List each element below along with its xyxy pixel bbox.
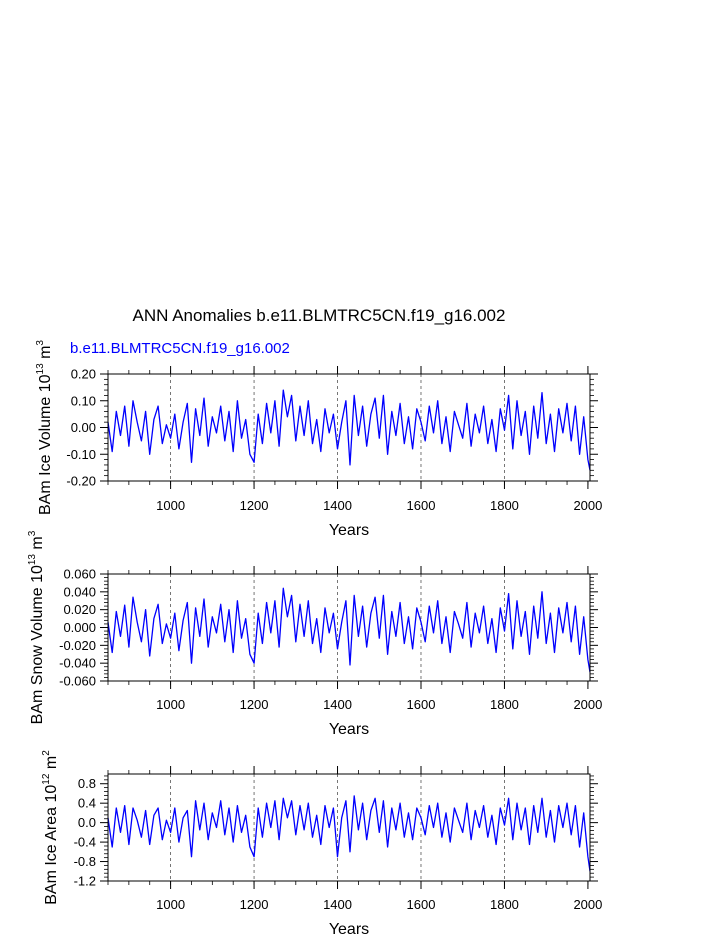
panels: 1000 1200 1400 1600 1800 2000 -0.20 -0.10 0.00 0.… (27, 340, 602, 935)
x-tick-label: 1400 (323, 498, 352, 513)
x-tick-label: 1600 (407, 498, 436, 513)
series-line (107, 795, 591, 872)
y-tick-label: -0.8 (74, 854, 96, 869)
x-axis-label: Years (329, 921, 369, 935)
series-label: b.e11.BLMTRC5CN.f19_g16.002 (70, 340, 290, 357)
y-tick-label: 0.20 (71, 367, 96, 382)
x-axis-label: Years (329, 522, 369, 539)
y-tick-label: 0.060 (63, 567, 96, 582)
y-tick-label: -0.10 (66, 447, 96, 462)
y-tick-label: 0.8 (78, 776, 96, 791)
y-tick-label: 0.0 (78, 815, 96, 830)
panel-3: 1000 1200 1400 1600 1800 2000 -1.2 -0.8 -0.4 0.0 0… (41, 750, 602, 935)
y-tick-label: 0.020 (63, 602, 96, 617)
y-axis-label: BAm Snow Volume 1013 m3 (27, 530, 46, 724)
y-axis-label: BAm Ice Area 1012 m2 (41, 750, 60, 905)
x-tick-label: 1400 (323, 697, 352, 712)
x-tick-label: 1600 (407, 697, 436, 712)
y-tick-label: 0.000 (63, 620, 96, 635)
x-axis-label: Years (329, 721, 369, 738)
y-tick-label: -0.060 (59, 674, 96, 689)
x-tick-label: 1000 (156, 697, 185, 712)
x-tick-label: 1200 (240, 897, 269, 912)
x-tick-label: 1800 (490, 697, 519, 712)
y-tick-label: -0.20 (66, 474, 96, 489)
y-tick-label: -1.2 (74, 874, 96, 889)
y-tick-label: 0.4 (78, 796, 96, 811)
y-tick-label: 0.040 (63, 584, 96, 599)
plot-frame (107, 373, 591, 482)
x-tick-label: 1800 (490, 897, 519, 912)
x-tick-label: 2000 (573, 897, 602, 912)
plot-frame (107, 573, 591, 682)
x-tick-label: 1600 (407, 897, 436, 912)
y-tick-label: 0.00 (71, 420, 96, 435)
y-tick-label: -0.020 (59, 638, 96, 653)
plot-frame (107, 773, 591, 882)
y-tick-label: 0.10 (71, 393, 96, 408)
panel-1: 1000 1200 1400 1600 1800 2000 -0.20 -0.10 0.00 0.… (35, 340, 602, 539)
y-tick-label: -0.4 (74, 835, 96, 850)
x-tick-label: 1000 (156, 498, 185, 513)
series-line (107, 587, 591, 673)
x-tick-label: 1200 (240, 697, 269, 712)
y-axis-label: BAm Ice Volume 1013 m3 (35, 340, 54, 515)
y-tick-label: -0.040 (59, 656, 96, 671)
x-tick-label: 2000 (573, 697, 602, 712)
series-line (107, 389, 591, 471)
panel-2: 1000 1200 1400 1600 1800 2000 -0.060 -0.040 -0.0… (27, 530, 602, 738)
x-tick-label: 1200 (240, 498, 269, 513)
chart-title: ANN Anomalies b.e11.BLMTRC5CN.f19_g16.00… (133, 306, 506, 325)
x-tick-label: 1400 (323, 897, 352, 912)
x-tick-label: 2000 (573, 498, 602, 513)
x-tick-label: 1000 (156, 897, 185, 912)
x-tick-label: 1800 (490, 498, 519, 513)
